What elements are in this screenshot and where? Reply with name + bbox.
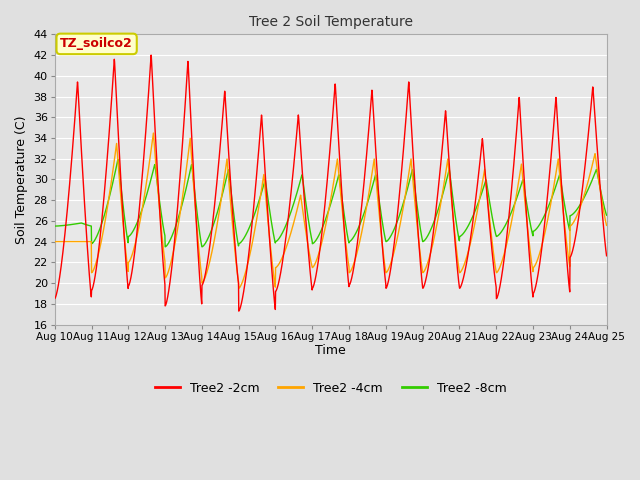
Legend: Tree2 -2cm, Tree2 -4cm, Tree2 -8cm: Tree2 -2cm, Tree2 -4cm, Tree2 -8cm [150, 377, 511, 399]
X-axis label: Time: Time [316, 344, 346, 357]
Y-axis label: Soil Temperature (C): Soil Temperature (C) [15, 115, 28, 244]
Title: Tree 2 Soil Temperature: Tree 2 Soil Temperature [249, 15, 413, 29]
Text: TZ_soilco2: TZ_soilco2 [60, 37, 133, 50]
